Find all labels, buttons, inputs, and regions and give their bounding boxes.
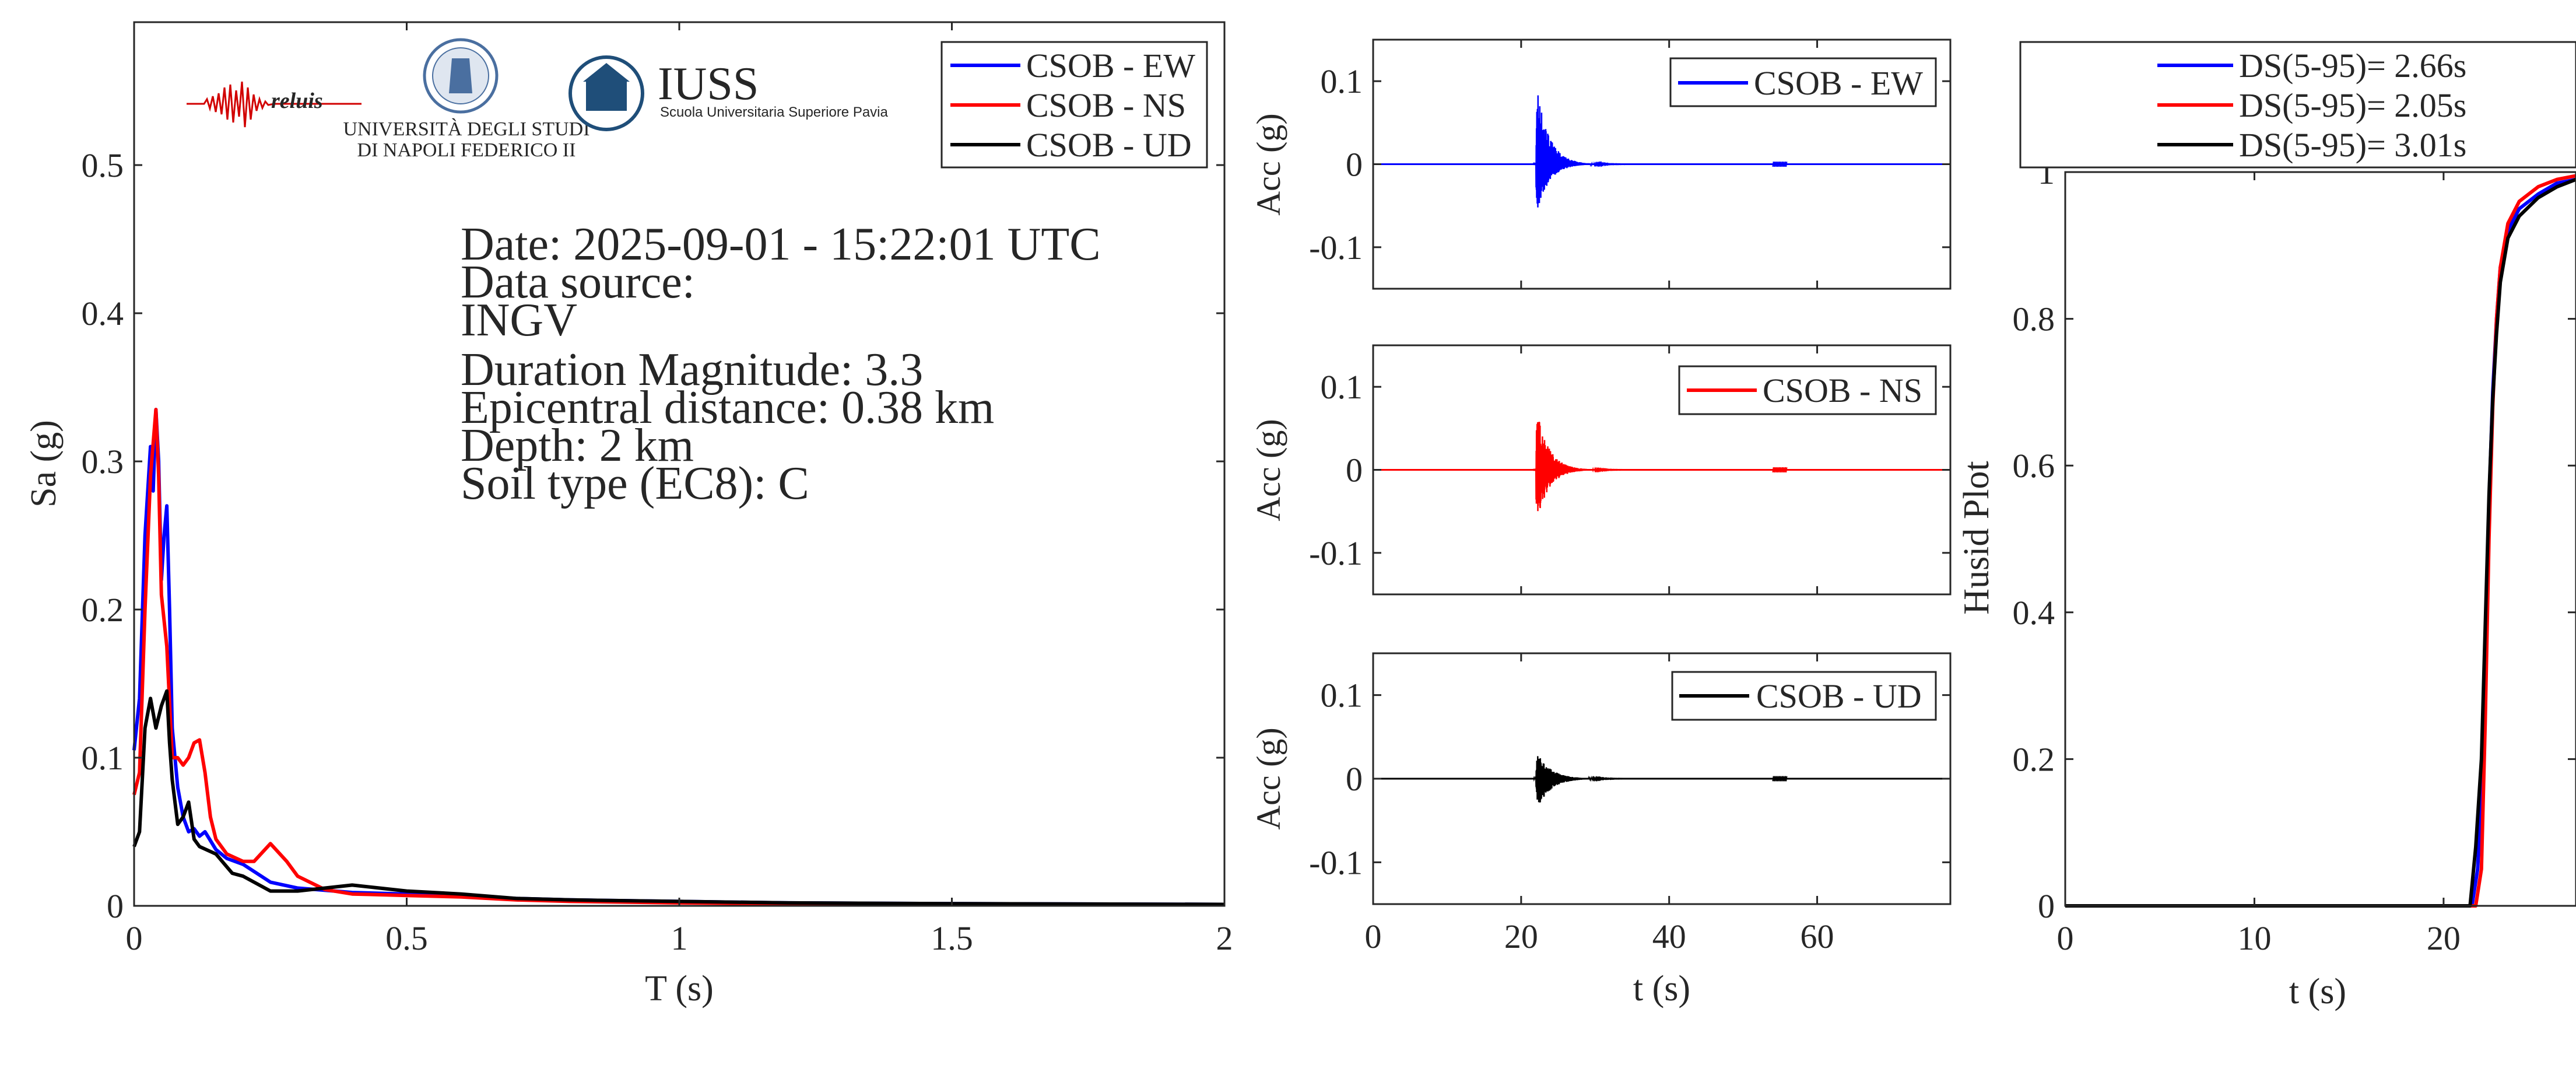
info-magnitude: Duration Magnitude: 3.3 (461, 344, 923, 395)
spectrum-xlabel: T (s) (645, 969, 714, 1009)
legend-label-ew: CSOB - EW (1026, 47, 1195, 85)
spectrum-ytick-label: 0.4 (82, 295, 124, 332)
acc-ns-ytick-label: 0 (1346, 451, 1363, 489)
acc-ew-ytick-label: 0 (1346, 146, 1363, 184)
legend-label-ns: CSOB - NS (1026, 86, 1186, 124)
spectrum-xtick-label: 2 (1216, 919, 1233, 957)
husid-ytick-label: 0.2 (2013, 740, 2055, 778)
spectrum-series-line-2 (132, 408, 1225, 906)
husid-ytick-label: 0.6 (2013, 447, 2055, 485)
info-source: INGV (461, 295, 577, 346)
husid-ytick-label: 0 (2038, 887, 2055, 925)
unina-name-line1: UNIVERSITÀ DEGLI STUDI (343, 118, 589, 140)
spectrum-ytick-label: 0.5 (82, 146, 124, 184)
husid-xlabel: t (s) (2289, 972, 2346, 1011)
reluis-waveform (187, 81, 362, 128)
info-date: Date: 2025-09-01 - 15:22:01 UTC (461, 219, 1101, 270)
husid-series-line-3 (2065, 177, 2576, 908)
info-distance: Epicentral distance: 0.38 km (461, 382, 994, 433)
spectrum-series-line-3 (132, 689, 1225, 906)
acc-ns-ytick-label: -0.1 (1309, 534, 1363, 572)
acc-ew-signal (1533, 95, 1640, 208)
acc-ud-xtick-label: 0 (1365, 918, 1382, 955)
spectrum-panel: 0 0.1 0.2 0.3 0.4 0.5 0 0.5 1 1.5 2 T (s) Sa (g) r… (24, 21, 1233, 1009)
spectrum-ytick-label: 0.2 (82, 591, 124, 629)
spectrum-xtick-label: 0.5 (385, 919, 428, 957)
unina-name-line2: DI NAPOLI FEDERICO II (357, 139, 576, 161)
spectrum-legend: CSOB - EW CSOB - NS CSOB - UD (940, 41, 1208, 169)
husid-legend-label-ew: DS(5-95)= 2.66s (2239, 47, 2466, 85)
husid-axes-box (2064, 171, 2576, 907)
spectrum-ytick-label: 0 (107, 887, 124, 925)
acc-ud-ylabel: Acc (g) (1250, 727, 1287, 830)
acc-ew-late-ripple (1772, 162, 1788, 167)
husid-ylabel: Husid Plot (1957, 461, 1996, 615)
acc-ud-xtick-label: 20 (1504, 918, 1538, 955)
acc-ns-ytick-label: 0.1 (1321, 368, 1363, 406)
info-soil: Soil type (EC8): C (461, 458, 809, 509)
acc-ns-late-ripple (1772, 467, 1788, 472)
acc-ew-ylabel: Acc (g) (1250, 113, 1287, 216)
husid-legend-label-ns: DS(5-95)= 2.05s (2239, 86, 2466, 124)
spectrum-ylabel: Sa (g) (24, 420, 64, 507)
acc-ns-legend-label: CSOB - NS (1763, 372, 1922, 409)
acc-ew-ytick-label: -0.1 (1309, 229, 1363, 267)
acc-ud-ytick-label: 0 (1346, 760, 1363, 798)
acc-ew-panel: -0.1 0 0.1 Acc (g) CSOB - EW (1250, 38, 1952, 290)
acc-ud-legend-label: CSOB - UD (1756, 677, 1922, 715)
husid-xtick-label: 0 (2057, 919, 2074, 957)
spectrum-xtick-label: 0 (126, 919, 143, 957)
husid-legend: DS(5-95)= 2.66s DS(5-95)= 2.05s DS(5-95)… (2019, 41, 2576, 169)
acc-ew-legend-label: CSOB - EW (1754, 64, 1923, 102)
acc-ud-xtick-label: 60 (1801, 918, 1834, 955)
acc-ns-signal (1533, 422, 1640, 512)
husid-xtick-label: 20 (2427, 919, 2461, 957)
spectrum-xtick-label: 1.5 (931, 919, 973, 957)
iuss-logo: IUSS Scuola Universitaria Superiore Pavi… (568, 55, 889, 131)
iuss-subtitle: Scuola Universitaria Superiore Pavia (660, 104, 889, 120)
husid-legend-label-ud: DS(5-95)= 3.01s (2239, 126, 2466, 164)
spectrum-xtick-label: 1 (671, 919, 688, 957)
iuss-title: IUSS (658, 58, 759, 110)
husid-xtick-label: 10 (2237, 919, 2271, 957)
acc-ns-panel: -0.1 0 0.1 Acc (g) CSOB - NS (1250, 344, 1952, 596)
reluis-wordmark: reluis (271, 89, 323, 113)
husid-panel: 00.20.40.60.810 10 20 Husid Plot t (s) DS(… (1957, 41, 2576, 1011)
acc-ew-ytick-label: 0.1 (1321, 62, 1363, 100)
acc-ud-xlabel: t (s) (1633, 969, 1690, 1009)
spectrum-ytick-label: 0.3 (82, 443, 124, 481)
acc-ud-ytick-label: 0.1 (1321, 677, 1363, 715)
acc-ud-panel: -0.100.10 20 40 60 Acc (g) t (s) CSOB - UD (1250, 652, 1952, 1009)
legend-label-ud: CSOB - UD (1026, 126, 1192, 164)
reluis-logo: reluis (187, 81, 362, 128)
husid-ytick-label: 0.8 (2013, 300, 2055, 338)
husid-ytick-label: 0.4 (2013, 594, 2055, 632)
event-info: Date: 2025-09-01 - 15:22:01 UTC Data sou… (461, 219, 1101, 509)
info-depth: Depth: 2 km (461, 420, 694, 471)
info-source-label: Data source: (461, 257, 695, 308)
unina-logo: UNIVERSITÀ DEGLI STUDI DI NAPOLI FEDERIC… (343, 38, 590, 161)
acc-ud-late-ripple (1772, 776, 1788, 782)
husid-legend-box (2019, 41, 2576, 169)
spectrum-ytick-label: 0.1 (82, 739, 124, 777)
acc-ud-xtick-label: 40 (1652, 918, 1686, 955)
acc-ud-ytick-label: -0.1 (1309, 843, 1363, 881)
acc-ns-ylabel: Acc (g) (1250, 419, 1287, 521)
acc-ud-signal (1533, 756, 1640, 803)
